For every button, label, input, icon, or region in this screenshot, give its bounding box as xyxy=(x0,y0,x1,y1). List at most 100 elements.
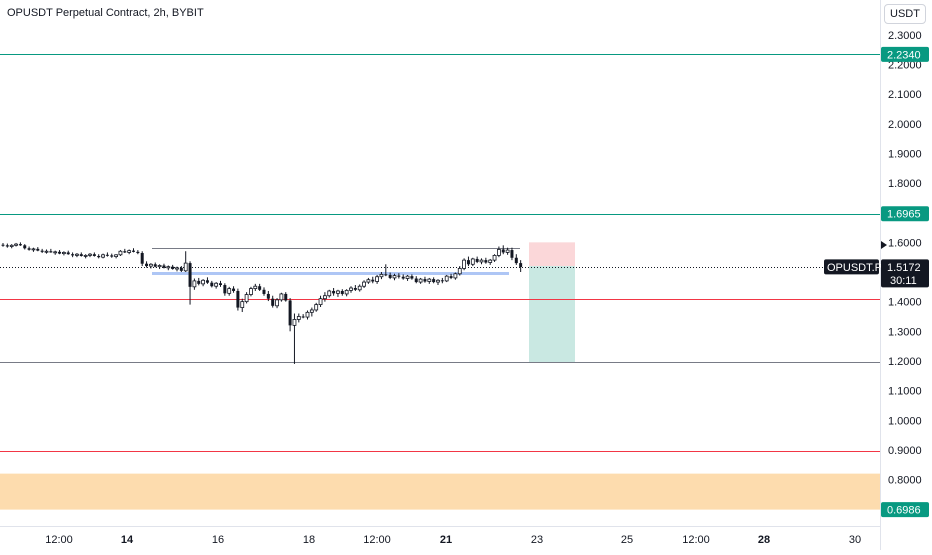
candle xyxy=(505,247,510,255)
candle xyxy=(188,261,192,305)
candle-body xyxy=(405,275,410,279)
candle xyxy=(157,264,162,270)
candle-body xyxy=(466,260,470,265)
candle xyxy=(432,277,436,284)
candle-body xyxy=(292,319,297,326)
candle-body xyxy=(66,252,70,255)
candle-body xyxy=(457,268,462,275)
candle-body xyxy=(44,250,49,253)
candle xyxy=(492,254,497,262)
symbol-badge xyxy=(824,259,879,275)
candle-body xyxy=(336,290,340,294)
candle-body xyxy=(118,250,123,256)
candle xyxy=(353,285,357,291)
candle xyxy=(201,279,206,287)
candle xyxy=(79,252,83,257)
time-tick-label: 30 xyxy=(849,534,861,546)
candle xyxy=(397,273,401,279)
candle xyxy=(423,276,427,283)
candle xyxy=(145,261,149,268)
candle-body xyxy=(371,279,375,282)
candle xyxy=(162,263,166,269)
candle-body xyxy=(88,253,92,256)
price-tick-label: 2.0000 xyxy=(888,119,922,131)
candle xyxy=(240,298,245,313)
candle xyxy=(510,247,514,261)
symbol-badge-text: OPUSDT.P xyxy=(827,262,882,274)
candle-body xyxy=(322,295,327,300)
price-tick-label: 1.3000 xyxy=(888,326,922,338)
candle-body xyxy=(427,278,432,282)
candle-body xyxy=(223,285,227,294)
currency-button[interactable]: USDT xyxy=(884,4,926,24)
candle-body xyxy=(357,285,362,291)
candle-body xyxy=(5,245,9,247)
price-tick-label: 2.2000 xyxy=(888,59,922,71)
candle-body xyxy=(127,250,132,253)
price-tick-label: 2.1000 xyxy=(888,89,922,101)
candle xyxy=(392,273,397,281)
candle-body xyxy=(462,259,467,269)
candle xyxy=(288,298,292,332)
candle-body xyxy=(475,258,479,262)
candle xyxy=(49,248,53,253)
candle xyxy=(262,287,266,296)
support-zone-badge xyxy=(881,502,929,518)
candle xyxy=(214,282,219,289)
candle-body xyxy=(219,283,222,286)
candle-body xyxy=(296,316,301,320)
candle xyxy=(183,251,188,272)
candle xyxy=(301,314,305,319)
candle-body xyxy=(397,275,401,277)
candle xyxy=(314,302,319,312)
candle-body xyxy=(75,253,79,256)
candle xyxy=(31,247,36,252)
candle xyxy=(479,258,484,265)
candle-body xyxy=(301,316,305,318)
candle xyxy=(379,272,384,280)
candle xyxy=(318,295,323,307)
candle xyxy=(501,245,505,255)
candle xyxy=(18,242,22,246)
candle xyxy=(344,289,349,297)
price-tick-label: 0.9000 xyxy=(888,445,922,457)
time-tick-label: 12:00 xyxy=(45,534,73,546)
candle-body xyxy=(279,293,284,301)
candle-body xyxy=(492,254,497,261)
candle-body xyxy=(49,251,53,253)
candle-body xyxy=(214,282,219,287)
candle xyxy=(9,244,14,249)
candle-body xyxy=(71,254,75,256)
price-tick-label: 1.9000 xyxy=(888,148,922,160)
candle-body xyxy=(236,290,240,308)
candle xyxy=(296,313,301,323)
candle xyxy=(1,242,5,247)
level-price-badge xyxy=(881,46,929,62)
candle xyxy=(414,276,418,284)
candle xyxy=(279,292,284,302)
candle-body xyxy=(92,254,96,256)
price-tick-label: 2.3000 xyxy=(888,30,922,42)
candle-body xyxy=(318,298,323,306)
candle xyxy=(284,292,288,302)
candle xyxy=(384,264,388,277)
candle-body xyxy=(148,263,153,267)
candle xyxy=(210,280,214,288)
candle-body xyxy=(353,288,357,290)
candle xyxy=(484,257,488,264)
current-price-badge-text: 1.5172 xyxy=(887,262,921,274)
candle-body xyxy=(449,276,453,278)
candle-body xyxy=(262,289,266,294)
position-stop-zone xyxy=(529,242,575,267)
candle xyxy=(58,250,62,255)
candle-body xyxy=(340,290,344,294)
candle-body xyxy=(62,252,66,255)
candle-body xyxy=(123,251,127,253)
candle-body xyxy=(162,265,166,268)
candle xyxy=(110,253,114,258)
candle xyxy=(436,279,440,286)
candle xyxy=(305,310,310,320)
candle-body xyxy=(249,288,253,295)
